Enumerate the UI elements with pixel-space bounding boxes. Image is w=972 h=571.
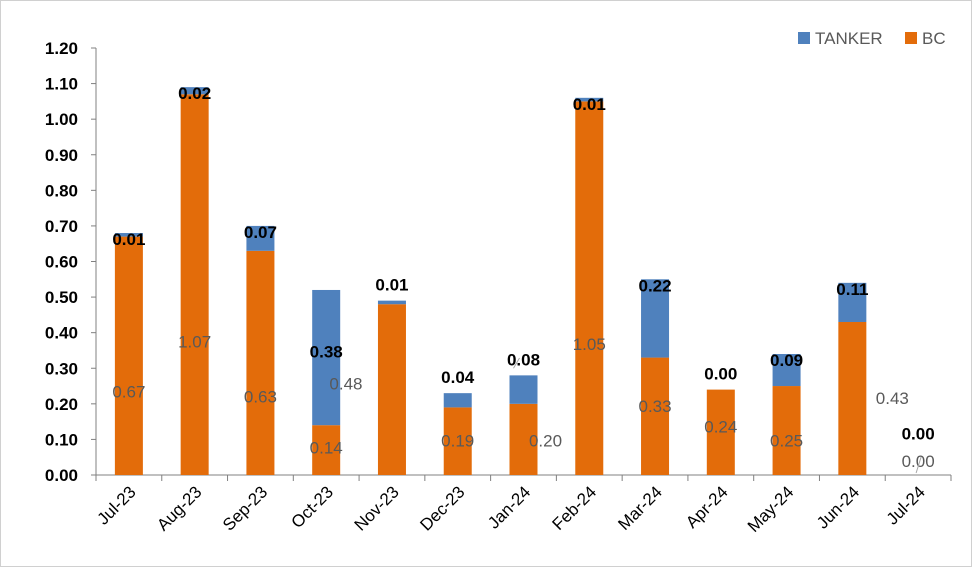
- x-tick-label: Sep-23: [219, 482, 271, 534]
- data-label-bc: 0.24: [704, 417, 737, 436]
- y-tick-label: 1.10: [45, 75, 78, 94]
- bar-bc-sep-23: [246, 250, 275, 475]
- bar-tanker-oct-23: [312, 289, 341, 426]
- bar-bc-oct-23: [312, 425, 341, 475]
- x-tick-label: Feb-24: [549, 482, 601, 534]
- bar-bc-jan-24: [509, 403, 538, 475]
- data-label-tanker: 0.04: [441, 368, 475, 387]
- y-tick-label: 0.30: [45, 359, 78, 378]
- x-tick-label: Aug-23: [153, 482, 205, 534]
- data-label-bc: 0.67: [112, 383, 145, 402]
- y-tick-label: 0.40: [45, 324, 78, 343]
- bar-tanker-jul-23: [114, 233, 143, 237]
- bar-tanker-sep-23: [246, 225, 275, 251]
- x-tick-label: Jan-24: [484, 482, 534, 532]
- bar-tanker-feb-24: [575, 97, 604, 102]
- y-tick-label: 0.20: [45, 395, 78, 414]
- bar-tanker-aug-23: [180, 87, 209, 95]
- bar-tanker-mar-24: [641, 279, 670, 358]
- bar-tanker-jan-24: [509, 375, 538, 404]
- bar-tanker-dec-23: [443, 393, 472, 408]
- legend-swatch-bc: [905, 32, 917, 44]
- data-label-bc: 0.63: [244, 388, 277, 407]
- data-label-tanker: 0.00: [704, 365, 737, 384]
- bar-bc-dec-23: [443, 407, 472, 475]
- data-label-tanker: 0.22: [638, 276, 671, 295]
- bar-bc-jul-23: [114, 236, 143, 475]
- x-tick-label: Apr-24: [682, 482, 732, 532]
- y-tick-label: 0.50: [45, 288, 78, 307]
- data-label-tanker: 0.07: [244, 223, 277, 242]
- leader-line: [513, 357, 520, 369]
- y-tick-label: 1.00: [45, 110, 78, 129]
- x-tick-label: Jul-23: [94, 482, 140, 528]
- y-tick-label: 0.80: [45, 181, 78, 200]
- data-label-bc: 0.33: [638, 397, 671, 416]
- y-tick-label: 0.70: [45, 217, 78, 236]
- legend-label-tanker: TANKER: [815, 29, 883, 48]
- y-tick-label: 0.00: [45, 466, 78, 485]
- data-label-bc: 0.25: [770, 432, 803, 451]
- bar-bc-feb-24: [575, 101, 604, 475]
- y-tick-label: 1.20: [45, 39, 78, 58]
- bar-tanker-nov-23: [377, 300, 406, 305]
- x-tick-label: Jul-24: [883, 482, 929, 528]
- data-label-bc: 0.43: [876, 389, 909, 408]
- data-label-bc: 0.19: [441, 432, 474, 451]
- data-label-tanker: 0.00: [902, 424, 935, 443]
- data-label-bc: 1.07: [178, 333, 211, 352]
- data-label-tanker: 0.11: [836, 280, 868, 299]
- bar-bc-nov-23: [377, 304, 406, 475]
- y-tick-label: 0.60: [45, 253, 78, 272]
- data-label-tanker: 0.02: [178, 84, 211, 103]
- bar-bc-aug-23: [180, 94, 209, 475]
- bar-bc-jun-24: [838, 321, 867, 475]
- x-tick-label: May-24: [744, 482, 798, 536]
- bar-bc-mar-24: [641, 357, 670, 475]
- data-label-tanker: 0.01: [112, 230, 145, 249]
- data-label-bc: 0.00: [902, 452, 935, 471]
- data-label-tanker: 0.38: [310, 343, 343, 362]
- x-tick-label: Dec-23: [416, 482, 468, 534]
- data-label-bc: 0.14: [310, 439, 343, 458]
- y-tick-label: 0.90: [45, 146, 78, 165]
- data-label-bc: 0.20: [529, 432, 562, 451]
- leader-line: [915, 456, 922, 474]
- x-tick-label: Mar-24: [614, 482, 666, 534]
- data-label-tanker: 0.09: [770, 351, 803, 370]
- x-tick-label: Oct-23: [288, 482, 338, 532]
- legend-swatch-tanker: [798, 32, 810, 44]
- x-tick-label: Jun-24: [813, 482, 863, 532]
- bar-tanker-may-24: [772, 354, 801, 387]
- bar-tanker-jun-24: [838, 282, 867, 322]
- data-label-tanker: 0.01: [375, 276, 408, 295]
- bar-bc-may-24: [772, 386, 801, 475]
- legend-label-bc: BC: [922, 29, 946, 48]
- data-label-tanker: 0.08: [507, 350, 540, 369]
- data-label-bc: 1.05: [573, 335, 606, 354]
- data-label-tanker: 0.01: [573, 95, 606, 114]
- data-label-bc: 0.48: [329, 375, 362, 394]
- y-tick-label: 0.10: [45, 430, 78, 449]
- bar-bc-apr-24: [706, 389, 735, 475]
- x-tick-label: Nov-23: [351, 482, 403, 534]
